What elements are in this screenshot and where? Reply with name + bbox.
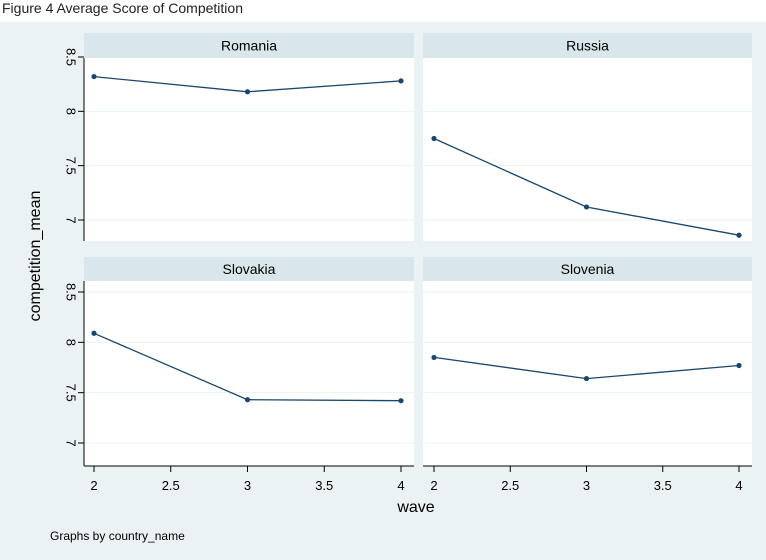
data-point-russia-wave-2	[431, 136, 436, 141]
y-tick-label-row-2-7: 7	[64, 439, 79, 446]
data-point-romania-wave-4	[398, 78, 403, 83]
y-tick-label-row-1-7: 7	[64, 216, 79, 223]
x-tick-label-col-2-3: 3	[583, 478, 590, 493]
data-point-slovenia-wave-3	[584, 376, 589, 381]
panel-title-russia: Russia	[566, 38, 609, 54]
x-tick-label-col-1-3_5: 3.5	[315, 478, 333, 493]
y-tick-label-row-1-8: 8	[64, 108, 79, 115]
panel-plot-area-slovenia	[423, 281, 752, 466]
panel-title-romania: Romania	[221, 38, 277, 54]
y-tick-label-row-1-7_5: 7.5	[64, 157, 79, 175]
y-axis-title: competition_mean	[27, 191, 44, 322]
panel-plot-area-russia	[423, 58, 752, 241]
panel-plot-area-slovakia	[84, 281, 414, 466]
x-tick-label-col-2-2_5: 2.5	[501, 478, 519, 493]
x-tick-label-col-2-4: 4	[735, 478, 742, 493]
x-tick-label-col-1-2: 2	[90, 478, 97, 493]
x-tick-label-col-2-2: 2	[430, 478, 437, 493]
x-tick-label-col-1-2_5: 2.5	[162, 478, 180, 493]
panel-plot-area-romania	[84, 58, 414, 241]
y-tick-label-row-2-7_5: 7.5	[64, 384, 79, 402]
y-tick-label-row-2-8_5: 8.5	[64, 283, 79, 301]
y-tick-label-row-2-8: 8	[64, 339, 79, 346]
x-tick-label-col-1-4: 4	[397, 478, 404, 493]
data-point-slovenia-wave-4	[736, 363, 741, 368]
graph-note: Graphs by country_name	[50, 529, 185, 543]
y-tick-label-row-1-8_5: 8.5	[64, 48, 79, 66]
data-point-slovakia-wave-2	[91, 331, 96, 336]
panel-title-slovakia: Slovakia	[223, 261, 276, 277]
data-point-romania-wave-3	[245, 89, 250, 94]
data-point-romania-wave-2	[91, 74, 96, 79]
x-tick-label-col-1-3: 3	[244, 478, 251, 493]
data-point-slovenia-wave-2	[431, 355, 436, 360]
x-axis-title: wave	[396, 499, 434, 516]
data-point-slovakia-wave-4	[398, 398, 403, 403]
data-point-russia-wave-3	[584, 204, 589, 209]
data-point-russia-wave-4	[736, 233, 741, 238]
x-tick-label-col-2-3_5: 3.5	[654, 478, 672, 493]
panel-title-slovenia: Slovenia	[561, 261, 615, 277]
data-point-slovakia-wave-3	[245, 397, 250, 402]
